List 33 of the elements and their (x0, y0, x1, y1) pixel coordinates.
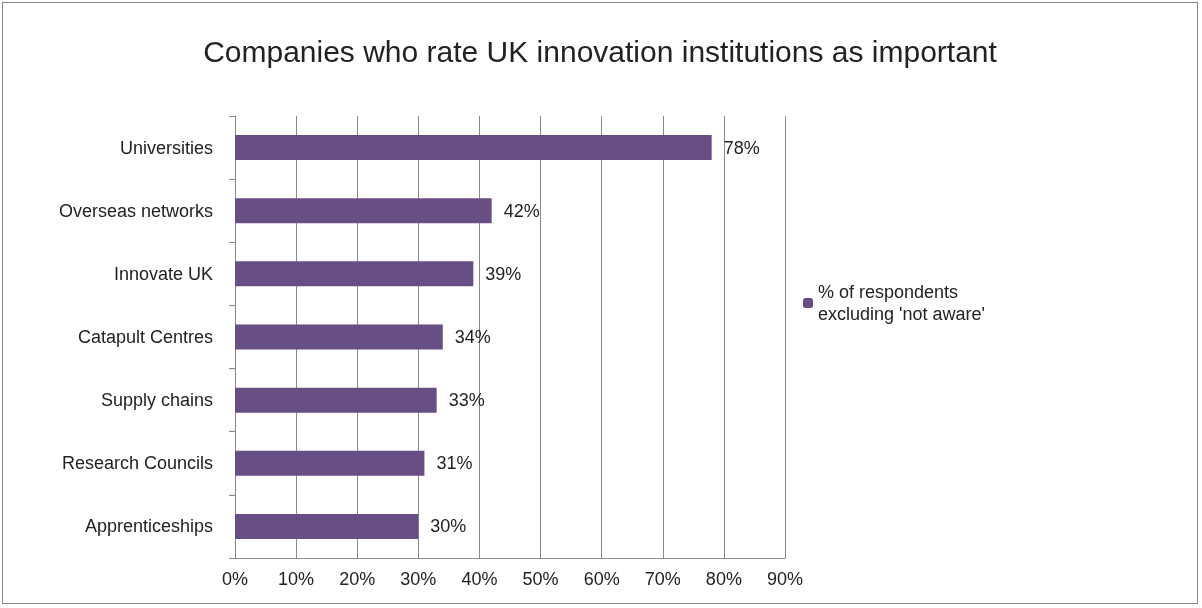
x-tick-label: 90% (766, 569, 804, 589)
x-tick-label: 10% (278, 569, 315, 589)
data-label: 30% (430, 516, 467, 537)
y-tick-label: Supply chains (100, 390, 213, 411)
legend-label: % of respondents excluding 'not aware' (818, 282, 985, 324)
chart-title: Companies who rate UK innovation institutions as important (203, 34, 998, 68)
x-tick-label: 20% (339, 569, 376, 589)
y-tick-label: Overseas networks (58, 200, 213, 221)
y-tick-label: Innovate UK (113, 263, 213, 284)
bar (235, 450, 425, 476)
data-label: 42% (503, 200, 540, 221)
data-label: 31% (436, 453, 473, 474)
bar (235, 135, 712, 161)
x-tick-label: 70% (644, 569, 681, 589)
x-tick-label: 80% (705, 569, 742, 589)
y-tick-label: Research Councils (61, 453, 213, 474)
data-label: 39% (485, 263, 522, 284)
y-tick-label: Catapult Centres (77, 327, 213, 347)
x-tick-label: 50% (522, 569, 559, 589)
bar (235, 261, 474, 287)
x-tick-label: 30% (400, 569, 437, 589)
x-tick-label: 0% (221, 569, 249, 589)
bar (235, 324, 443, 350)
data-label: 34% (454, 327, 491, 347)
data-label: 33% (448, 390, 485, 411)
bar (235, 387, 437, 413)
y-tick-label: Apprenticeships (84, 516, 213, 537)
y-tick-label: Universities (119, 137, 213, 158)
x-tick-label: 40% (461, 569, 498, 589)
bar (235, 198, 492, 224)
data-label: 78% (723, 137, 760, 158)
x-tick-label: 60% (583, 569, 620, 589)
bar (235, 513, 419, 539)
